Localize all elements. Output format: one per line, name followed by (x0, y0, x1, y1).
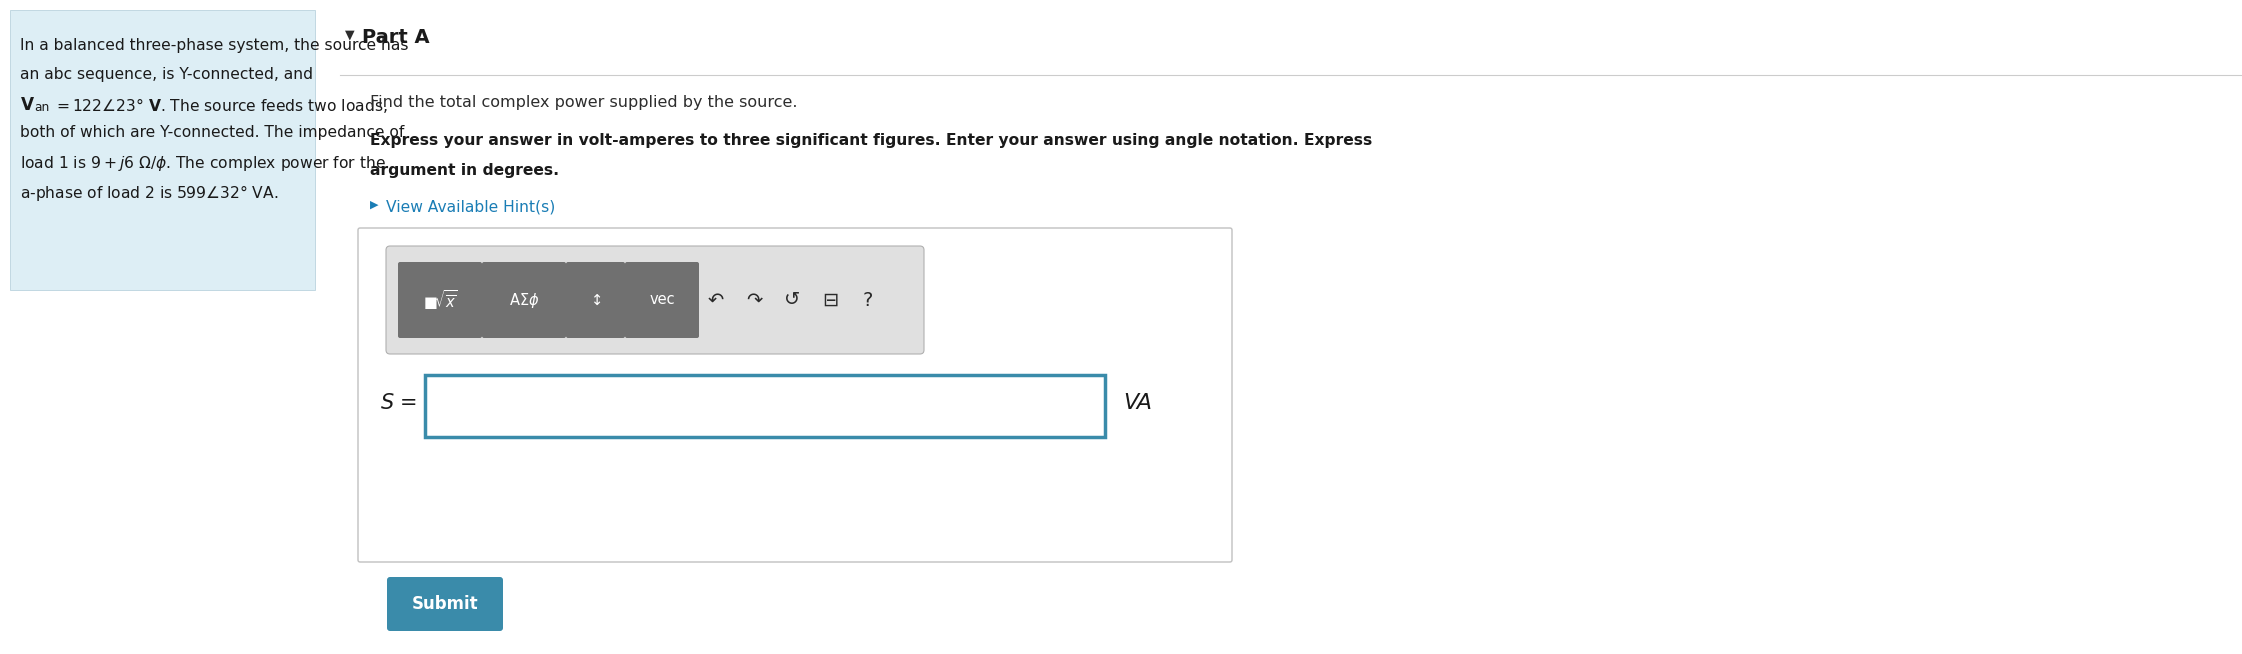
Text: $= 122\angle23°\ \mathbf{V}$. The source feeds two loads,: $= 122\angle23°\ \mathbf{V}$. The source… (54, 96, 388, 115)
Text: ↷: ↷ (747, 290, 762, 309)
Text: Submit: Submit (413, 595, 478, 613)
FancyBboxPatch shape (399, 262, 482, 338)
Text: ⊟: ⊟ (823, 290, 839, 309)
Text: ↶: ↶ (708, 290, 724, 309)
FancyBboxPatch shape (388, 577, 502, 631)
Text: a-phase of load 2 is $599\angle32°$ VA.: a-phase of load 2 is $599\angle32°$ VA. (20, 183, 278, 203)
Text: $S$ =: $S$ = (379, 393, 417, 413)
FancyBboxPatch shape (426, 375, 1105, 437)
FancyBboxPatch shape (359, 228, 1233, 562)
Text: $\updownarrow$: $\updownarrow$ (587, 292, 603, 307)
Text: $\blacksquare\!\sqrt{\overline{x}}$: $\blacksquare\!\sqrt{\overline{x}}$ (421, 288, 457, 312)
Text: $\mathbf{V}$: $\mathbf{V}$ (20, 96, 36, 114)
Text: Part A: Part A (361, 28, 430, 47)
Text: an: an (34, 101, 49, 114)
FancyBboxPatch shape (386, 246, 924, 354)
FancyBboxPatch shape (9, 10, 314, 290)
Text: VA: VA (1123, 393, 1152, 413)
Text: vec: vec (650, 292, 675, 307)
FancyBboxPatch shape (565, 262, 626, 338)
Text: ?: ? (863, 290, 872, 309)
Text: load 1 is $9 + j6\ \Omega/\phi$. The complex power for the: load 1 is $9 + j6\ \Omega/\phi$. The com… (20, 154, 386, 173)
Text: A$\Sigma\phi$: A$\Sigma\phi$ (509, 290, 540, 309)
Text: both of which are Y-connected. The impedance of: both of which are Y-connected. The imped… (20, 125, 404, 140)
Text: Find the total complex power supplied by the source.: Find the total complex power supplied by… (370, 95, 798, 110)
Text: an abc sequence, is Y-connected, and: an abc sequence, is Y-connected, and (20, 67, 314, 82)
Text: ▼: ▼ (345, 28, 354, 41)
Text: ▶: ▶ (370, 200, 379, 210)
Text: Express your answer in volt-amperes to three significant figures. Enter your ans: Express your answer in volt-amperes to t… (370, 133, 1372, 148)
FancyBboxPatch shape (482, 262, 565, 338)
Text: In a balanced three-phase system, the source has: In a balanced three-phase system, the so… (20, 38, 408, 53)
Text: View Available Hint(s): View Available Hint(s) (386, 200, 556, 215)
FancyBboxPatch shape (626, 262, 700, 338)
Text: ↺: ↺ (785, 290, 800, 309)
Text: argument in degrees.: argument in degrees. (370, 163, 558, 178)
